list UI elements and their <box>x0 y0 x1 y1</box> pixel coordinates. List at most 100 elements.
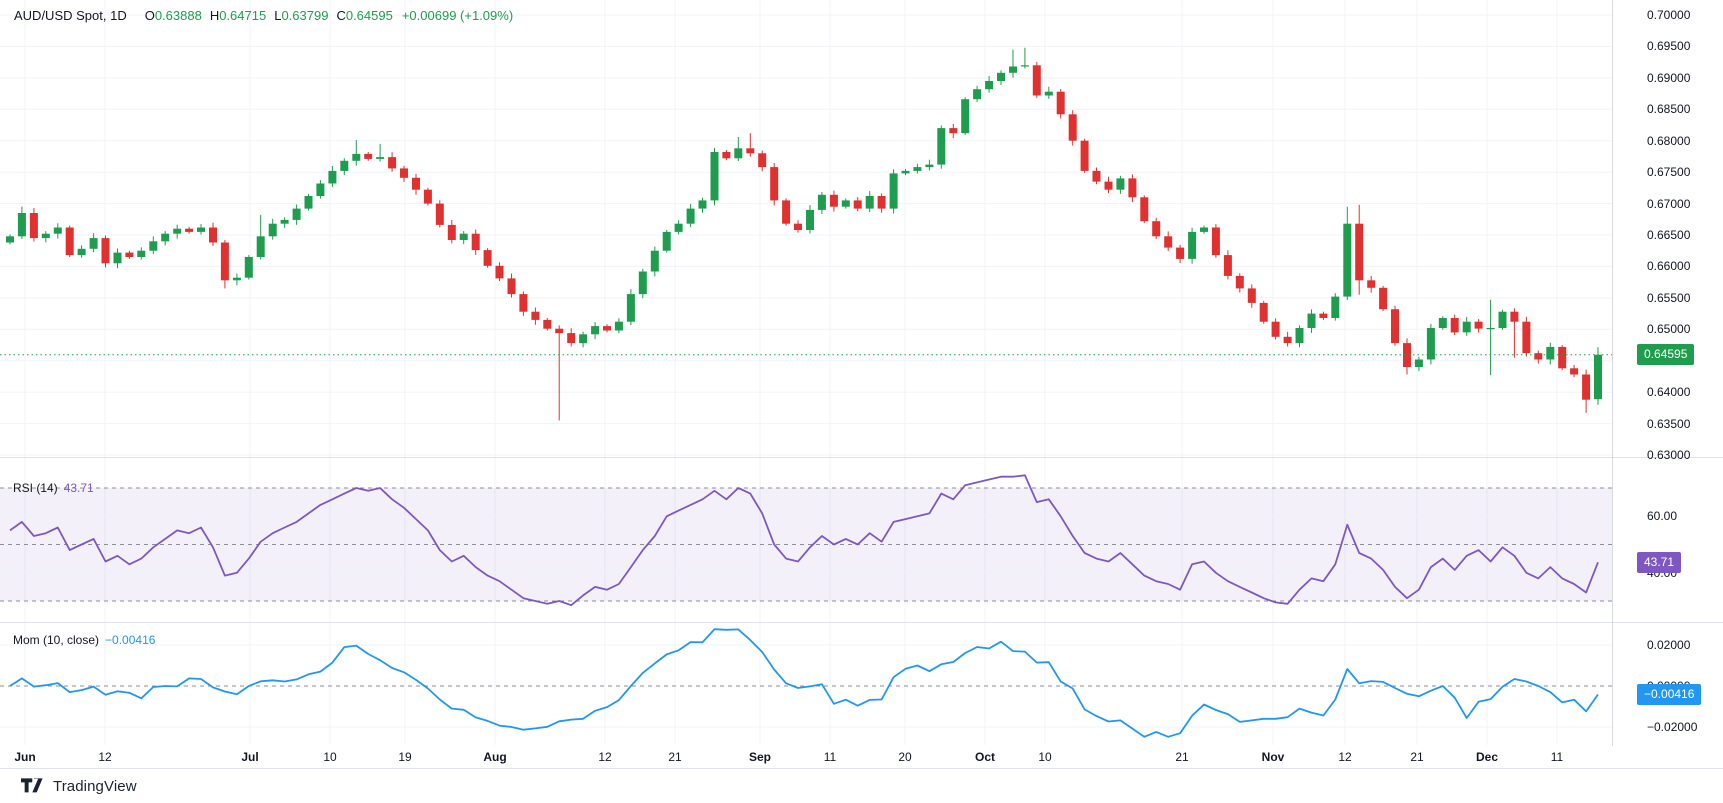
candle <box>1247 288 1256 303</box>
rsi-line <box>9 474 1599 607</box>
candle <box>1235 275 1244 289</box>
candle <box>1331 296 1340 318</box>
candle <box>77 248 86 256</box>
candle <box>209 227 217 243</box>
candle <box>1558 346 1567 369</box>
indicator-axis-label: −0.02000 <box>1647 720 1698 734</box>
chart-plot-area[interactable] <box>0 0 1612 745</box>
candle <box>388 157 397 169</box>
candle <box>471 233 480 251</box>
candle <box>961 99 970 134</box>
candle <box>1355 223 1364 281</box>
candle <box>1080 140 1089 171</box>
candle <box>758 153 767 168</box>
candle <box>507 278 516 295</box>
candle <box>185 228 194 232</box>
candle <box>1283 336 1292 344</box>
time-axis[interactable]: Jun 12 Jul 10 19 Aug 12 21 Sep 11 20 Oct 10 21 Nov 12 21… <box>0 746 1723 769</box>
candle <box>925 164 934 168</box>
candle <box>1128 178 1137 198</box>
candle <box>280 219 289 224</box>
time-axis-label: 21 <box>668 750 682 764</box>
candle <box>1367 280 1376 288</box>
time-axis-label: Oct <box>974 750 996 764</box>
candle <box>1211 227 1220 256</box>
time-axis-label: 10 <box>1038 750 1052 764</box>
candle <box>1271 321 1280 337</box>
candle <box>352 153 361 161</box>
rsi-value: 43.71 <box>63 481 94 495</box>
candle <box>985 81 994 90</box>
time-axis-label: Dec <box>1475 750 1499 764</box>
candle <box>519 294 528 312</box>
candle <box>543 319 552 329</box>
candle <box>674 223 683 232</box>
time-axis-label: 21 <box>1410 750 1424 764</box>
price-axis-label: 0.63000 <box>1647 448 1691 462</box>
close-label: C <box>336 8 346 23</box>
candle <box>400 168 408 178</box>
candle <box>937 128 946 165</box>
candle <box>1068 114 1077 141</box>
candle <box>1414 359 1423 367</box>
tradingview-logo-icon <box>21 778 43 793</box>
momentum-value-badge: −0.00416 <box>1637 684 1702 705</box>
candle <box>1200 227 1208 232</box>
time-axis-label: 19 <box>398 750 412 764</box>
footer-bar: TradingView <box>0 769 1723 803</box>
price-axis[interactable]: 0.64595 43.71 −0.00416 0.70000 0.69500 0.6… <box>1613 0 1723 745</box>
candle <box>1056 91 1065 115</box>
high-label: H <box>209 8 220 23</box>
candle <box>710 152 719 201</box>
candle <box>638 271 647 295</box>
time-axis-label: Nov <box>1261 750 1285 764</box>
change-value: +0.00699 (+1.09%) <box>401 8 514 23</box>
candle <box>817 194 826 210</box>
time-axis-label: 12 <box>598 750 612 764</box>
candle <box>806 209 814 230</box>
rsi-indicator-legend: RSI (14) 43.71 <box>13 481 94 495</box>
price-scale-separator <box>1612 0 1613 768</box>
pane-separator-price-rsi[interactable] <box>0 457 1723 458</box>
candle <box>949 128 958 134</box>
candle <box>1450 318 1459 333</box>
price-axis-label: 0.68500 <box>1647 102 1691 117</box>
candle <box>220 242 229 281</box>
time-axis-label: 20 <box>898 750 912 764</box>
candle <box>1020 65 1029 67</box>
candle <box>6 236 14 243</box>
symbol-title: AUD/USD Spot, 1D <box>14 8 127 23</box>
momentum-value: −0.00416 <box>105 633 156 647</box>
candle <box>1462 321 1471 333</box>
candle <box>1104 181 1113 190</box>
candle <box>232 277 241 281</box>
time-axis-label: 12 <box>1338 750 1352 764</box>
candle <box>1510 311 1519 322</box>
time-axis-label: 12 <box>98 750 112 764</box>
candle <box>1426 328 1435 360</box>
candle <box>1546 346 1555 360</box>
price-axis-label: 0.65500 <box>1647 290 1691 305</box>
candle <box>1009 66 1017 73</box>
candle <box>1522 321 1531 354</box>
candle <box>65 227 74 256</box>
candle <box>746 148 755 154</box>
candle <box>567 333 576 344</box>
candle <box>483 250 492 266</box>
candle <box>698 200 707 209</box>
candle <box>1391 309 1399 344</box>
candle <box>1498 311 1507 328</box>
tradingview-logo-link[interactable]: TradingView <box>21 778 137 795</box>
time-axis-label: 11 <box>1550 750 1564 764</box>
candle <box>1092 170 1101 182</box>
candle <box>1116 178 1125 190</box>
candle <box>1438 318 1447 328</box>
candle <box>531 311 540 320</box>
candle <box>1032 65 1041 96</box>
pane-separator-rsi-mom[interactable] <box>0 622 1723 623</box>
candle <box>376 157 385 159</box>
candle <box>1379 287 1388 310</box>
candle <box>853 200 862 209</box>
price-axis-label: 0.67000 <box>1647 196 1691 211</box>
